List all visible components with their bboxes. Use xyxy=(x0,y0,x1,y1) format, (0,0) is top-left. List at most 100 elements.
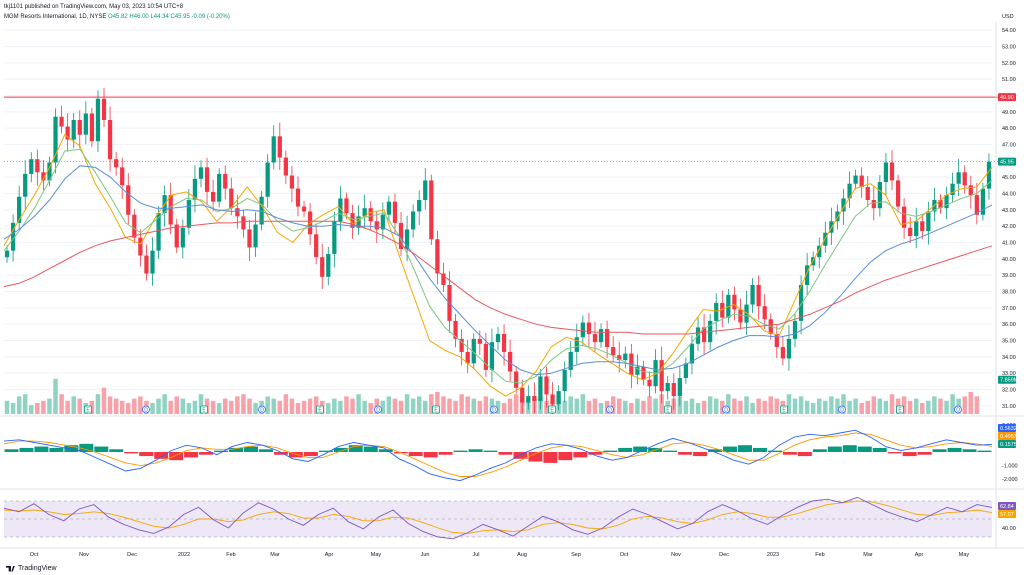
y-tick-label: 38.00 xyxy=(1002,290,1016,296)
volume-bar xyxy=(877,398,883,414)
candle-body xyxy=(35,159,40,173)
volume-bar xyxy=(350,398,355,414)
volume-bar xyxy=(398,400,404,414)
volume-bar xyxy=(835,398,840,414)
volume-bar xyxy=(713,398,719,414)
volume-bar xyxy=(471,398,476,414)
volume-bar xyxy=(968,392,974,414)
event-marker xyxy=(200,405,208,414)
macd-value-label: 0.1575 xyxy=(1000,442,1017,448)
volume-bar xyxy=(974,396,980,414)
volume-bar xyxy=(435,392,440,414)
y-tick-label: 52.00 xyxy=(1002,61,1016,67)
y-tick-label: 53.00 xyxy=(1002,45,1016,51)
candle-body xyxy=(114,159,119,168)
macd-bar xyxy=(273,452,288,455)
volume-bar xyxy=(859,403,864,414)
candle-body xyxy=(344,198,349,214)
candle-body xyxy=(29,159,34,174)
event-marker xyxy=(490,405,498,414)
volume-bar xyxy=(168,400,173,414)
y-tick-label: 39.00 xyxy=(1002,273,1016,279)
candle-body xyxy=(374,221,379,230)
volume-bar xyxy=(907,400,913,414)
event-marker-label: D xyxy=(956,408,960,414)
event-marker xyxy=(780,405,788,414)
candle-body xyxy=(198,167,204,179)
event-marker xyxy=(548,405,556,414)
rsi-value-label: 62.84 xyxy=(1000,504,1014,510)
candle-body xyxy=(538,376,543,401)
macd-bar xyxy=(708,449,723,452)
macd-bar xyxy=(812,449,827,452)
event-marker xyxy=(606,405,614,414)
macd-bar xyxy=(154,452,169,459)
candle-body xyxy=(4,250,10,258)
volume-bar xyxy=(507,398,513,414)
volume-bar xyxy=(65,400,70,414)
candle-body xyxy=(580,322,585,338)
volume-bar xyxy=(586,400,592,414)
y-tick-label: 51.00 xyxy=(1002,77,1016,83)
volume-bar xyxy=(229,400,234,414)
ohlc-close: C45.95 xyxy=(170,14,190,20)
candle-body xyxy=(865,186,870,201)
candle-body xyxy=(586,322,592,334)
volume-bar xyxy=(750,403,755,414)
volume-bar xyxy=(562,400,567,414)
candle-body xyxy=(532,396,537,401)
candle-body xyxy=(944,195,949,209)
volume-bar xyxy=(483,396,489,414)
candle-body xyxy=(411,211,416,230)
candle-body xyxy=(617,355,622,361)
candle-body xyxy=(120,167,125,186)
candle-body xyxy=(10,222,16,251)
volume-bar xyxy=(71,396,76,414)
candle-body xyxy=(368,208,373,222)
volume-bar xyxy=(804,400,810,414)
volume-bar xyxy=(495,400,501,414)
volume-bar xyxy=(841,394,846,414)
candle-body xyxy=(71,120,76,140)
volume-bar xyxy=(914,398,919,414)
event-marker xyxy=(722,405,730,414)
y-tick-label: 54.00 xyxy=(1002,28,1016,34)
volume-bar xyxy=(4,400,10,414)
volume-bar xyxy=(180,398,186,414)
volume-bar xyxy=(416,396,422,414)
candle-body xyxy=(623,353,628,361)
candle-body xyxy=(762,306,767,320)
candle-body xyxy=(314,234,319,258)
macd-bar xyxy=(857,446,872,452)
macd-bar xyxy=(738,445,752,452)
volume-bar xyxy=(344,396,349,414)
volume-bar xyxy=(744,396,749,414)
macd-bar xyxy=(348,445,363,452)
volume-bar xyxy=(241,394,246,414)
volume-bar xyxy=(889,394,895,414)
symbol-legend: MGM Resorts International, 1D, NYSE O45.… xyxy=(4,14,230,20)
volume-bar xyxy=(574,398,580,414)
macd-bar xyxy=(663,450,678,452)
tradingview-logo-icon xyxy=(6,565,15,572)
volume-bar xyxy=(326,403,331,414)
event-marker-label: D xyxy=(260,408,264,414)
candle-body xyxy=(150,250,155,274)
price-label: 7.859M xyxy=(1000,378,1019,384)
candle-body xyxy=(326,253,331,277)
x-tick-label: Aug xyxy=(517,552,527,558)
candle-body xyxy=(350,213,355,228)
macd-bar xyxy=(453,450,468,452)
candle-body xyxy=(835,211,840,222)
macd-bar xyxy=(827,446,842,452)
candle-body xyxy=(544,376,549,395)
y-tick-label: 44.00 xyxy=(1002,192,1016,198)
volume-bar xyxy=(289,398,295,414)
macd-bar xyxy=(288,452,303,458)
candle-body xyxy=(926,211,931,232)
volume-bar xyxy=(453,400,458,414)
x-tick-label: Mar xyxy=(863,552,873,558)
macd-bar xyxy=(303,452,318,457)
volume-bar xyxy=(871,396,877,414)
